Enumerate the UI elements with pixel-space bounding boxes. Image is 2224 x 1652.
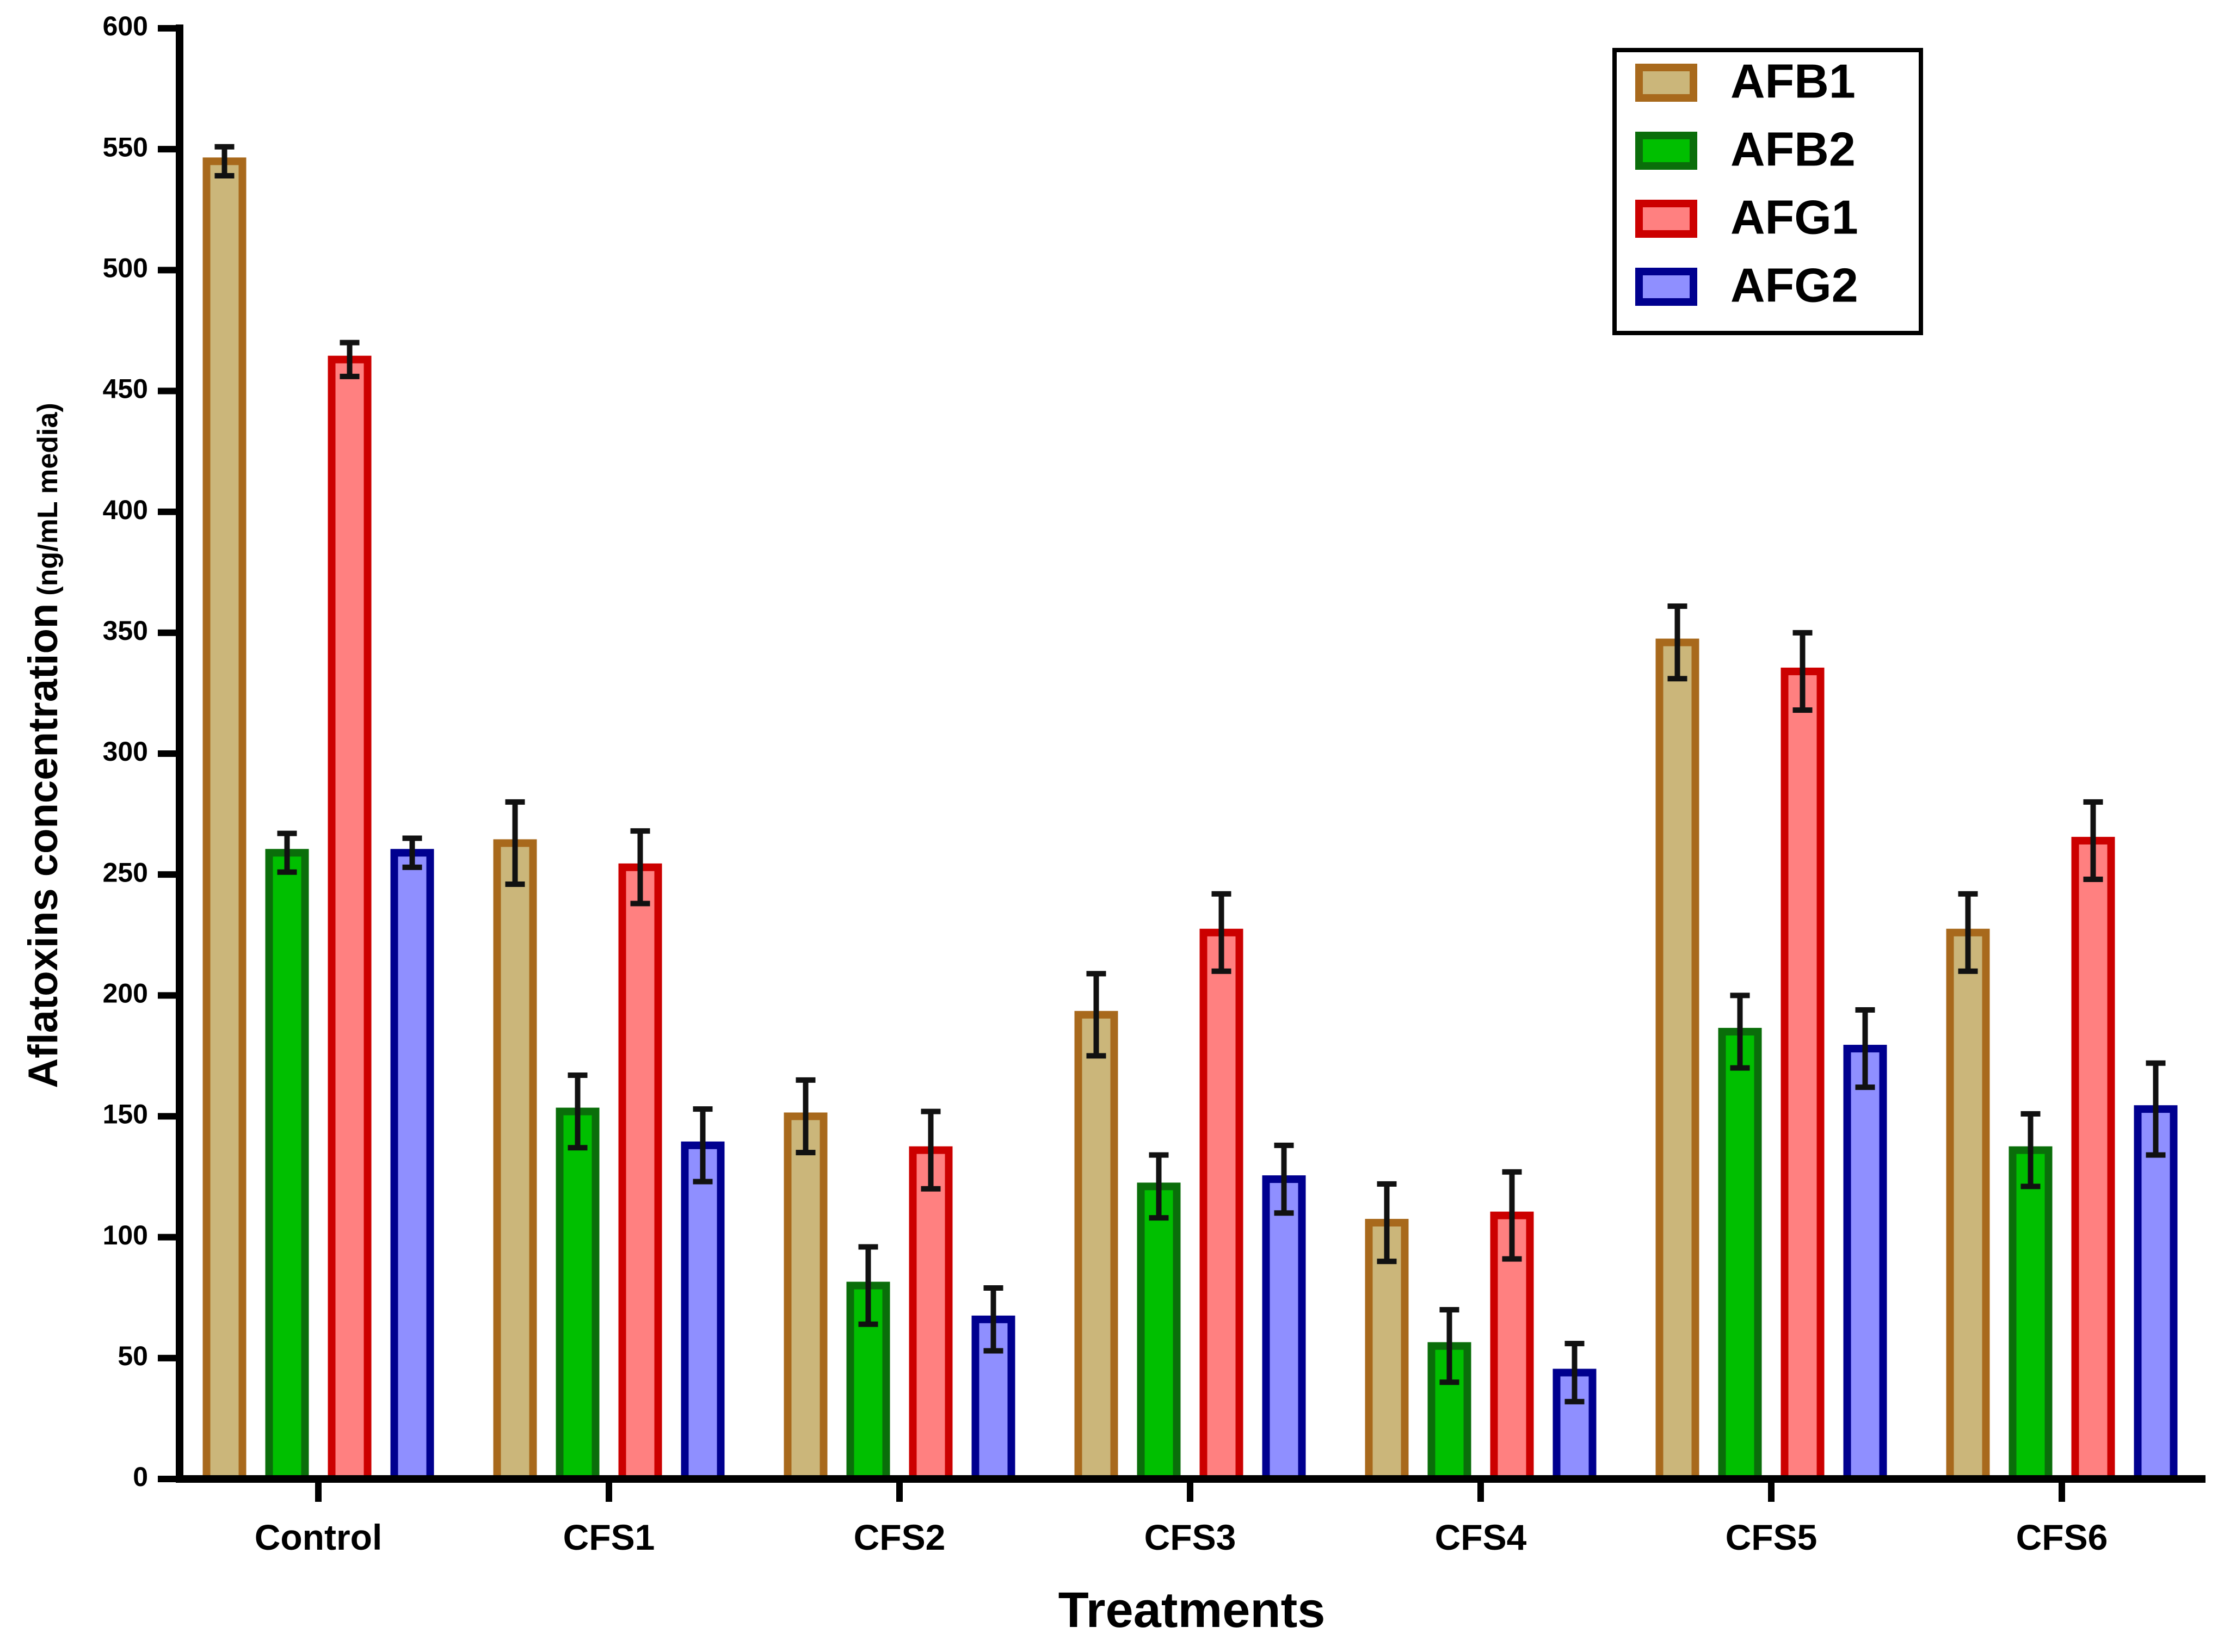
bar-afb1-cfs5	[1655, 638, 1699, 1483]
bars	[202, 144, 2178, 1483]
error-bar-afb1-cfs1	[505, 799, 525, 887]
error-bar-afg2-control	[402, 835, 422, 870]
y-tick-label: 500	[103, 253, 148, 283]
error-bar-afb1-cfs5	[1667, 603, 1687, 682]
x-tick-label: CFS6	[2016, 1517, 2108, 1557]
y-tick-label: 150	[103, 1099, 148, 1130]
y-axis-title: Aflatoxins concentration (ng/mL media)	[20, 403, 66, 1088]
error-bar-afb2-cfs5	[1730, 993, 1750, 1071]
x-tick-label: CFS4	[1435, 1517, 1527, 1557]
bar-afb2-cfs1	[556, 1107, 600, 1483]
error-bar-afb2-cfs2	[858, 1244, 878, 1327]
error-bar-afg2-cfs2	[983, 1285, 1003, 1354]
error-bar-afb1-cfs2	[796, 1077, 816, 1156]
y-tick-label: 100	[103, 1220, 148, 1250]
x-tick-label: CFS2	[854, 1517, 946, 1557]
legend: AFB1 AFB2 AFG1 AFG2	[1612, 48, 1923, 335]
bar-afb2-cfs3	[1137, 1182, 1181, 1483]
error-bar-afg1-cfs4	[1502, 1169, 1522, 1262]
error-bar-afg2-cfs3	[1274, 1142, 1294, 1216]
error-bar-afg2-cfs4	[1564, 1341, 1585, 1404]
bar-afb1-cfs2	[784, 1112, 828, 1483]
y-tick-label: 250	[103, 857, 148, 887]
bar-afg1-cfs6	[2071, 836, 2115, 1483]
bar-afb1-cfs6	[1946, 928, 1990, 1483]
error-bar-afb2-cfs3	[1149, 1152, 1169, 1221]
error-bar-afb1-cfs6	[1958, 891, 1978, 974]
bar-afb1-control	[202, 157, 247, 1483]
bar-afb2-cfs5	[1718, 1027, 1762, 1483]
error-bar-afg1-cfs1	[630, 828, 650, 907]
y-tick-label: 200	[103, 978, 148, 1009]
error-bar-afg1-cfs6	[2083, 799, 2103, 883]
legend-swatch-afg2	[1635, 268, 1697, 306]
bar-afg2-cfs5	[1843, 1045, 1887, 1483]
bar-afg1-cfs1	[618, 863, 662, 1483]
bar-afg1-cfs5	[1781, 667, 1825, 1483]
legend-label-afb1: AFB1	[1730, 54, 1856, 108]
y-tick-label: 400	[103, 495, 148, 525]
error-bar-afb2-cfs1	[568, 1072, 588, 1151]
error-bar-afg2-cfs5	[1855, 1007, 1875, 1090]
error-bar-afb2-control	[277, 830, 297, 875]
y-tick-label: 50	[118, 1341, 148, 1371]
axes	[176, 24, 2205, 1483]
y-tick-label: 450	[103, 374, 148, 404]
bar-afb1-cfs3	[1074, 1010, 1118, 1483]
legend-label-afb2: AFB2	[1730, 122, 1856, 176]
x-tick-labels: Control CFS1 CFS2 CFS3 CFS4 CFS5 CFS6	[255, 1517, 2108, 1557]
y-tick-label: 550	[103, 132, 148, 162]
error-bar-afb1-cfs4	[1377, 1181, 1397, 1265]
legend-swatch-afg1	[1635, 200, 1697, 238]
error-bar-afg1-cfs2	[921, 1108, 941, 1192]
error-bar-afb1-control	[214, 144, 235, 179]
y-axis-ticks: 0 50 100 150 200 250 300 350 400 450 500 550 600	[103, 11, 2065, 1502]
error-bar-afg1-control	[340, 340, 360, 379]
y-tick-label: 600	[103, 11, 148, 41]
error-bar-afb2-cfs6	[2020, 1111, 2041, 1189]
bar-afg1-cfs3	[1199, 928, 1243, 1483]
bar-afb2-cfs6	[2009, 1146, 2053, 1483]
bar-afg2-control	[390, 849, 434, 1483]
legend-swatch-afb1	[1635, 64, 1697, 102]
error-bar-afg2-cfs6	[2146, 1060, 2166, 1158]
y-tick-label: 300	[103, 736, 148, 767]
y-tick-label: 0	[133, 1462, 148, 1492]
x-axis-title: Treatments	[1058, 1582, 1326, 1638]
y-axis-title-unit: (ng/mL media)	[32, 403, 64, 595]
x-tick-label: CFS3	[1144, 1517, 1236, 1557]
bar-afg2-cfs1	[681, 1141, 725, 1483]
y-axis-title-main: Aflatoxins concentration	[20, 603, 66, 1088]
bar-afg2-cfs3	[1262, 1175, 1306, 1483]
error-bar-afb2-cfs4	[1439, 1306, 1459, 1385]
x-tick-label: Control	[255, 1517, 383, 1557]
error-bar-afg1-cfs5	[1792, 630, 1813, 713]
legend-label-afg2: AFG2	[1730, 258, 1858, 312]
legend-swatch-afb2	[1635, 132, 1697, 170]
bar-afb1-cfs1	[493, 839, 537, 1483]
bar-afg2-cfs6	[2134, 1105, 2178, 1483]
y-tick-label: 350	[103, 615, 148, 646]
error-bar-afg1-cfs3	[1211, 891, 1231, 974]
bar-afg1-cfs2	[909, 1146, 953, 1483]
x-tick-label: CFS5	[1726, 1517, 1818, 1557]
error-bar-afg2-cfs1	[693, 1106, 713, 1185]
bar-afg1-control	[328, 355, 372, 1483]
error-bar-afb1-cfs3	[1086, 971, 1106, 1059]
bar-afb2-control	[265, 849, 309, 1483]
x-tick-label: CFS1	[563, 1517, 655, 1557]
legend-label-afg1: AFG1	[1730, 190, 1858, 244]
